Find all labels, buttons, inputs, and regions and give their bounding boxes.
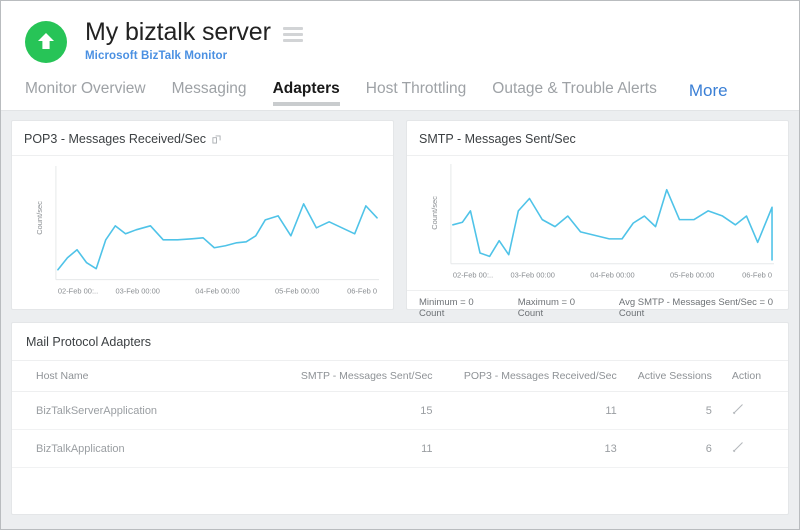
table-title: Mail Protocol Adapters: [12, 323, 788, 361]
x-tick-label: 05-Feb 00:00: [670, 271, 714, 280]
x-tick-label: 02-Feb 00:..: [58, 287, 98, 296]
x-tick-label: 06-Feb 0: [347, 287, 377, 296]
line-chart-svg-pop3: Count/sec 02-Feb 00:.. 03-Feb 00:00 04-Feb…: [35, 165, 380, 296]
column-header-active-sessions[interactable]: Active Sessions: [632, 361, 726, 392]
chart-title-smtp: SMTP - Messages Sent/Sec: [419, 132, 576, 146]
line-chart-svg-smtp: Count/sec 02-Feb 00:.. 03-Feb 00:00 04-Feb…: [430, 163, 775, 280]
cell-action: [725, 429, 788, 468]
cell-active-sessions: 5: [632, 391, 726, 430]
charts-row: POP3 - Messages Received/Sec Count/sec: [11, 120, 789, 319]
cell-host-name: BizTalkServerApplication: [12, 391, 276, 430]
x-tick-label: 04-Feb 00:00: [590, 271, 634, 280]
tab-outage-trouble-alerts[interactable]: Outage & Trouble Alerts: [492, 80, 657, 97]
data-series-smtp: [452, 188, 773, 261]
cell-smtp-value: 15: [275, 391, 447, 430]
chart-title-row-pop3: POP3 - Messages Received/Sec: [12, 121, 393, 156]
tab-messaging[interactable]: Messaging: [171, 80, 247, 97]
stat-maximum: Maximum = 0 Count: [517, 296, 576, 319]
tab-bar: Monitor Overview Messaging Adapters Host…: [1, 72, 799, 106]
pencil-edit-icon[interactable]: [732, 403, 744, 415]
brand-row: My biztalk server Microsoft BizTalk Moni…: [1, 1, 799, 63]
x-tick-label: 03-Feb 00:00: [115, 287, 159, 296]
cell-action: [725, 391, 788, 430]
page-title: My biztalk server: [85, 18, 271, 46]
chart-card-pop3: POP3 - Messages Received/Sec Count/sec: [11, 120, 394, 310]
chart-title-pop3: POP3 - Messages Received/Sec: [24, 132, 207, 146]
column-header-smtp-messages-sent[interactable]: SMTP - Messages Sent/Sec: [275, 361, 447, 392]
table-header: Host Name SMTP - Messages Sent/Sec POP3 …: [12, 361, 788, 392]
column-header-host-name[interactable]: Host Name: [12, 361, 276, 392]
chart-plot-smtp: Count/sec 02-Feb 00:.. 03-Feb 00:00 04-Feb…: [407, 156, 788, 290]
tab-host-throttling[interactable]: Host Throttling: [365, 80, 467, 97]
x-tick-label: 05-Feb 00:00: [275, 287, 319, 296]
x-tick-label: 04-Feb 00:00: [195, 287, 239, 296]
chart-stats-smtp: Minimum = 0 Count Maximum = 0 Count Avg …: [407, 289, 788, 325]
table-card-mail-protocol-adapters: Mail Protocol Adapters Host Name SMTP - …: [11, 322, 789, 515]
brand-text: My biztalk server Microsoft BizTalk Moni…: [85, 17, 303, 62]
chart-card-smtp: SMTP - Messages Sent/Sec Count/sec 02-Fe…: [406, 120, 789, 319]
hamburger-menu-icon[interactable]: [282, 26, 303, 42]
table-row: BizTalkApplication 11 13 6: [12, 429, 788, 468]
x-axis-ticks-pop3: 02-Feb 00:.. 03-Feb 00:00 04-Feb 00:00 05-F…: [58, 287, 377, 296]
chart-plot-pop3: Count/sec 02-Feb 00:.. 03-Feb 00:00 04-Feb…: [12, 156, 393, 310]
chart-title-row-smtp: SMTP - Messages Sent/Sec: [407, 121, 788, 156]
hamburger-bar: [282, 32, 303, 36]
green-circle-up-arrow-icon: [25, 21, 67, 63]
tab-adapters[interactable]: Adapters: [272, 79, 340, 106]
table-row: BizTalkServerApplication 15 11 5: [12, 391, 788, 430]
table-header-row: Host Name SMTP - Messages Sent/Sec POP3 …: [12, 361, 788, 392]
x-axis-ticks-smtp: 02-Feb 00:.. 03-Feb 00:00 04-Feb 00:00 05-F…: [453, 271, 772, 280]
header-divider: [1, 110, 799, 111]
title-line: My biztalk server: [85, 17, 303, 47]
page-subtitle[interactable]: Microsoft BizTalk Monitor: [85, 50, 228, 62]
cell-active-sessions: 6: [632, 429, 726, 468]
hamburger-bar: [282, 38, 303, 42]
y-axis-label-smtp: Count/sec: [430, 196, 439, 230]
x-tick-label: 06-Feb 0: [742, 271, 772, 280]
x-tick-label: 02-Feb 00:..: [453, 271, 493, 280]
hamburger-bar: [282, 26, 303, 30]
more-tabs-link[interactable]: More: [688, 81, 728, 100]
mail-protocol-adapters-table: Host Name SMTP - Messages Sent/Sec POP3 …: [12, 361, 788, 468]
data-series-pop3: [57, 203, 378, 271]
page-header: My biztalk server Microsoft BizTalk Moni…: [1, 1, 799, 111]
column-header-action: Action: [725, 361, 788, 392]
cell-pop3-value: 13: [446, 429, 633, 468]
tab-monitor-overview[interactable]: Monitor Overview: [25, 80, 146, 97]
dashboard-body: POP3 - Messages Received/Sec Count/sec: [1, 111, 799, 515]
external-link-icon[interactable]: [212, 134, 221, 144]
y-axis-label-pop3: Count/sec: [35, 201, 44, 235]
cell-pop3-value: 11: [446, 391, 633, 430]
x-tick-label: 03-Feb 00:00: [510, 271, 554, 280]
cell-smtp-value: 11: [275, 429, 447, 468]
cell-host-name: BizTalkApplication: [12, 429, 276, 468]
column-header-pop3-messages-received[interactable]: POP3 - Messages Received/Sec: [446, 361, 633, 392]
stat-minimum: Minimum = 0 Count: [419, 296, 474, 319]
table-body: BizTalkServerApplication 15 11 5: [12, 391, 788, 468]
stat-average: Avg SMTP - Messages Sent/Sec = 0 Count: [618, 296, 774, 319]
pencil-edit-icon[interactable]: [732, 441, 744, 453]
